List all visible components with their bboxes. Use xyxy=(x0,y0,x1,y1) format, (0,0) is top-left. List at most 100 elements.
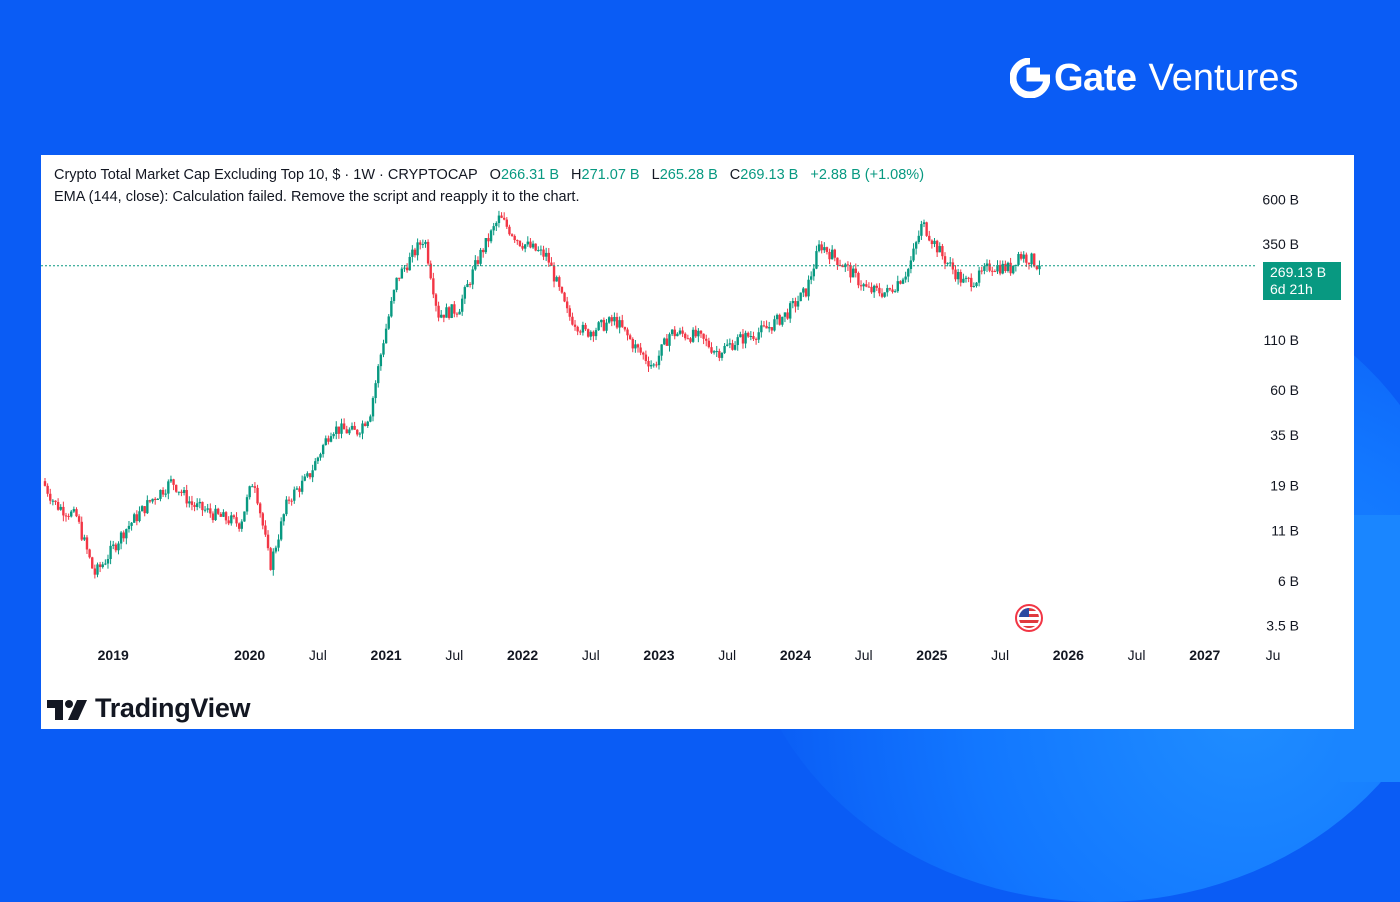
candle-body xyxy=(1027,262,1031,265)
candle-body xyxy=(140,506,144,512)
candle-body xyxy=(972,286,976,288)
candle-body xyxy=(156,498,160,500)
candle-body xyxy=(568,308,571,317)
candle-body xyxy=(342,423,346,430)
candle-body xyxy=(812,268,816,277)
candle-body xyxy=(164,493,167,495)
candle-body xyxy=(1004,263,1007,271)
candle-body xyxy=(928,235,931,241)
candle-body xyxy=(177,491,181,493)
candle-body xyxy=(133,514,136,523)
candle-body xyxy=(214,508,217,521)
candle-body xyxy=(72,509,76,512)
candle-body xyxy=(668,334,671,346)
x-tick-label: Jul xyxy=(582,647,600,663)
candle-body xyxy=(739,334,742,338)
candle-body xyxy=(474,260,477,270)
us-flag-event-icon[interactable] xyxy=(1015,604,1043,632)
candle-body xyxy=(492,226,495,231)
candle-body xyxy=(337,426,341,434)
candle-body xyxy=(193,504,196,508)
candle-body xyxy=(151,498,154,502)
candle-body xyxy=(67,515,70,517)
candle-body xyxy=(345,429,348,434)
legend-high-value: 271.07 B xyxy=(581,167,640,183)
candle-body xyxy=(676,333,679,337)
candle-body xyxy=(513,235,516,241)
candle-body xyxy=(980,270,983,272)
candle-body xyxy=(607,317,611,323)
candle-body xyxy=(112,544,115,546)
candle-body xyxy=(1025,254,1028,263)
candle-body xyxy=(59,506,62,510)
candle-body xyxy=(127,525,131,530)
candle-body xyxy=(736,337,739,346)
candle-body xyxy=(219,513,223,517)
candle-body xyxy=(642,352,645,355)
candle-body xyxy=(319,454,322,458)
candle-body xyxy=(977,270,981,283)
candle-body xyxy=(899,281,902,284)
candle-body xyxy=(652,364,655,366)
candle-body xyxy=(670,329,674,335)
candle-body xyxy=(298,488,301,492)
candle-body xyxy=(786,312,789,319)
candle-body xyxy=(967,277,970,279)
candle-body xyxy=(613,316,616,322)
candle-body xyxy=(544,252,548,257)
candle-body xyxy=(80,521,83,540)
candle-body xyxy=(143,506,146,514)
candle-body xyxy=(295,488,299,490)
candle-body xyxy=(258,503,262,514)
x-tick-label: 2023 xyxy=(643,647,674,663)
candle-body xyxy=(573,324,577,327)
candle-body xyxy=(64,515,68,517)
x-tick-label: Jul xyxy=(309,647,327,663)
candle-body xyxy=(639,347,642,353)
candle-body xyxy=(293,489,296,501)
candle-body xyxy=(628,335,632,340)
candle-body xyxy=(720,352,724,358)
candle-body xyxy=(56,502,60,510)
candle-body xyxy=(930,240,934,245)
y-tick-label: 60 B xyxy=(1270,382,1299,398)
candle-body xyxy=(558,277,561,287)
tradingview-logo[interactable]: TradingView xyxy=(47,693,251,724)
candle-body xyxy=(823,247,826,251)
candle-body xyxy=(878,287,881,294)
x-tick-label: 2025 xyxy=(916,647,947,663)
candle-body xyxy=(190,501,194,505)
candle-body xyxy=(626,329,629,336)
candle-body xyxy=(565,301,569,309)
candle-body xyxy=(707,340,711,348)
candle-body xyxy=(859,285,863,287)
gate-logo-icon xyxy=(1010,58,1050,98)
candle-body xyxy=(954,269,957,280)
x-tick-label: 2024 xyxy=(780,647,811,663)
candle-body xyxy=(886,288,889,293)
candle-body xyxy=(728,343,732,345)
candle-body xyxy=(854,268,857,273)
candle-body xyxy=(182,489,186,493)
candle-body xyxy=(715,351,718,353)
y-tick-label: 600 B xyxy=(1262,191,1299,207)
candle-body xyxy=(1006,262,1010,271)
x-tick-label: 2026 xyxy=(1053,647,1084,663)
candle-body xyxy=(387,316,390,329)
candle-body xyxy=(778,314,781,325)
candle-body xyxy=(560,286,564,293)
candle-body xyxy=(222,512,225,517)
candle-body xyxy=(321,445,325,455)
candle-body xyxy=(495,222,498,227)
candle-body xyxy=(647,360,650,367)
candle-body xyxy=(621,320,624,327)
candle-body xyxy=(49,493,52,501)
candle-body xyxy=(542,249,545,257)
candle-body xyxy=(366,421,369,426)
candle-body xyxy=(476,260,480,264)
last-price-tag: 269.13 B 6d 21h xyxy=(1263,262,1341,300)
candle-body xyxy=(445,307,448,318)
